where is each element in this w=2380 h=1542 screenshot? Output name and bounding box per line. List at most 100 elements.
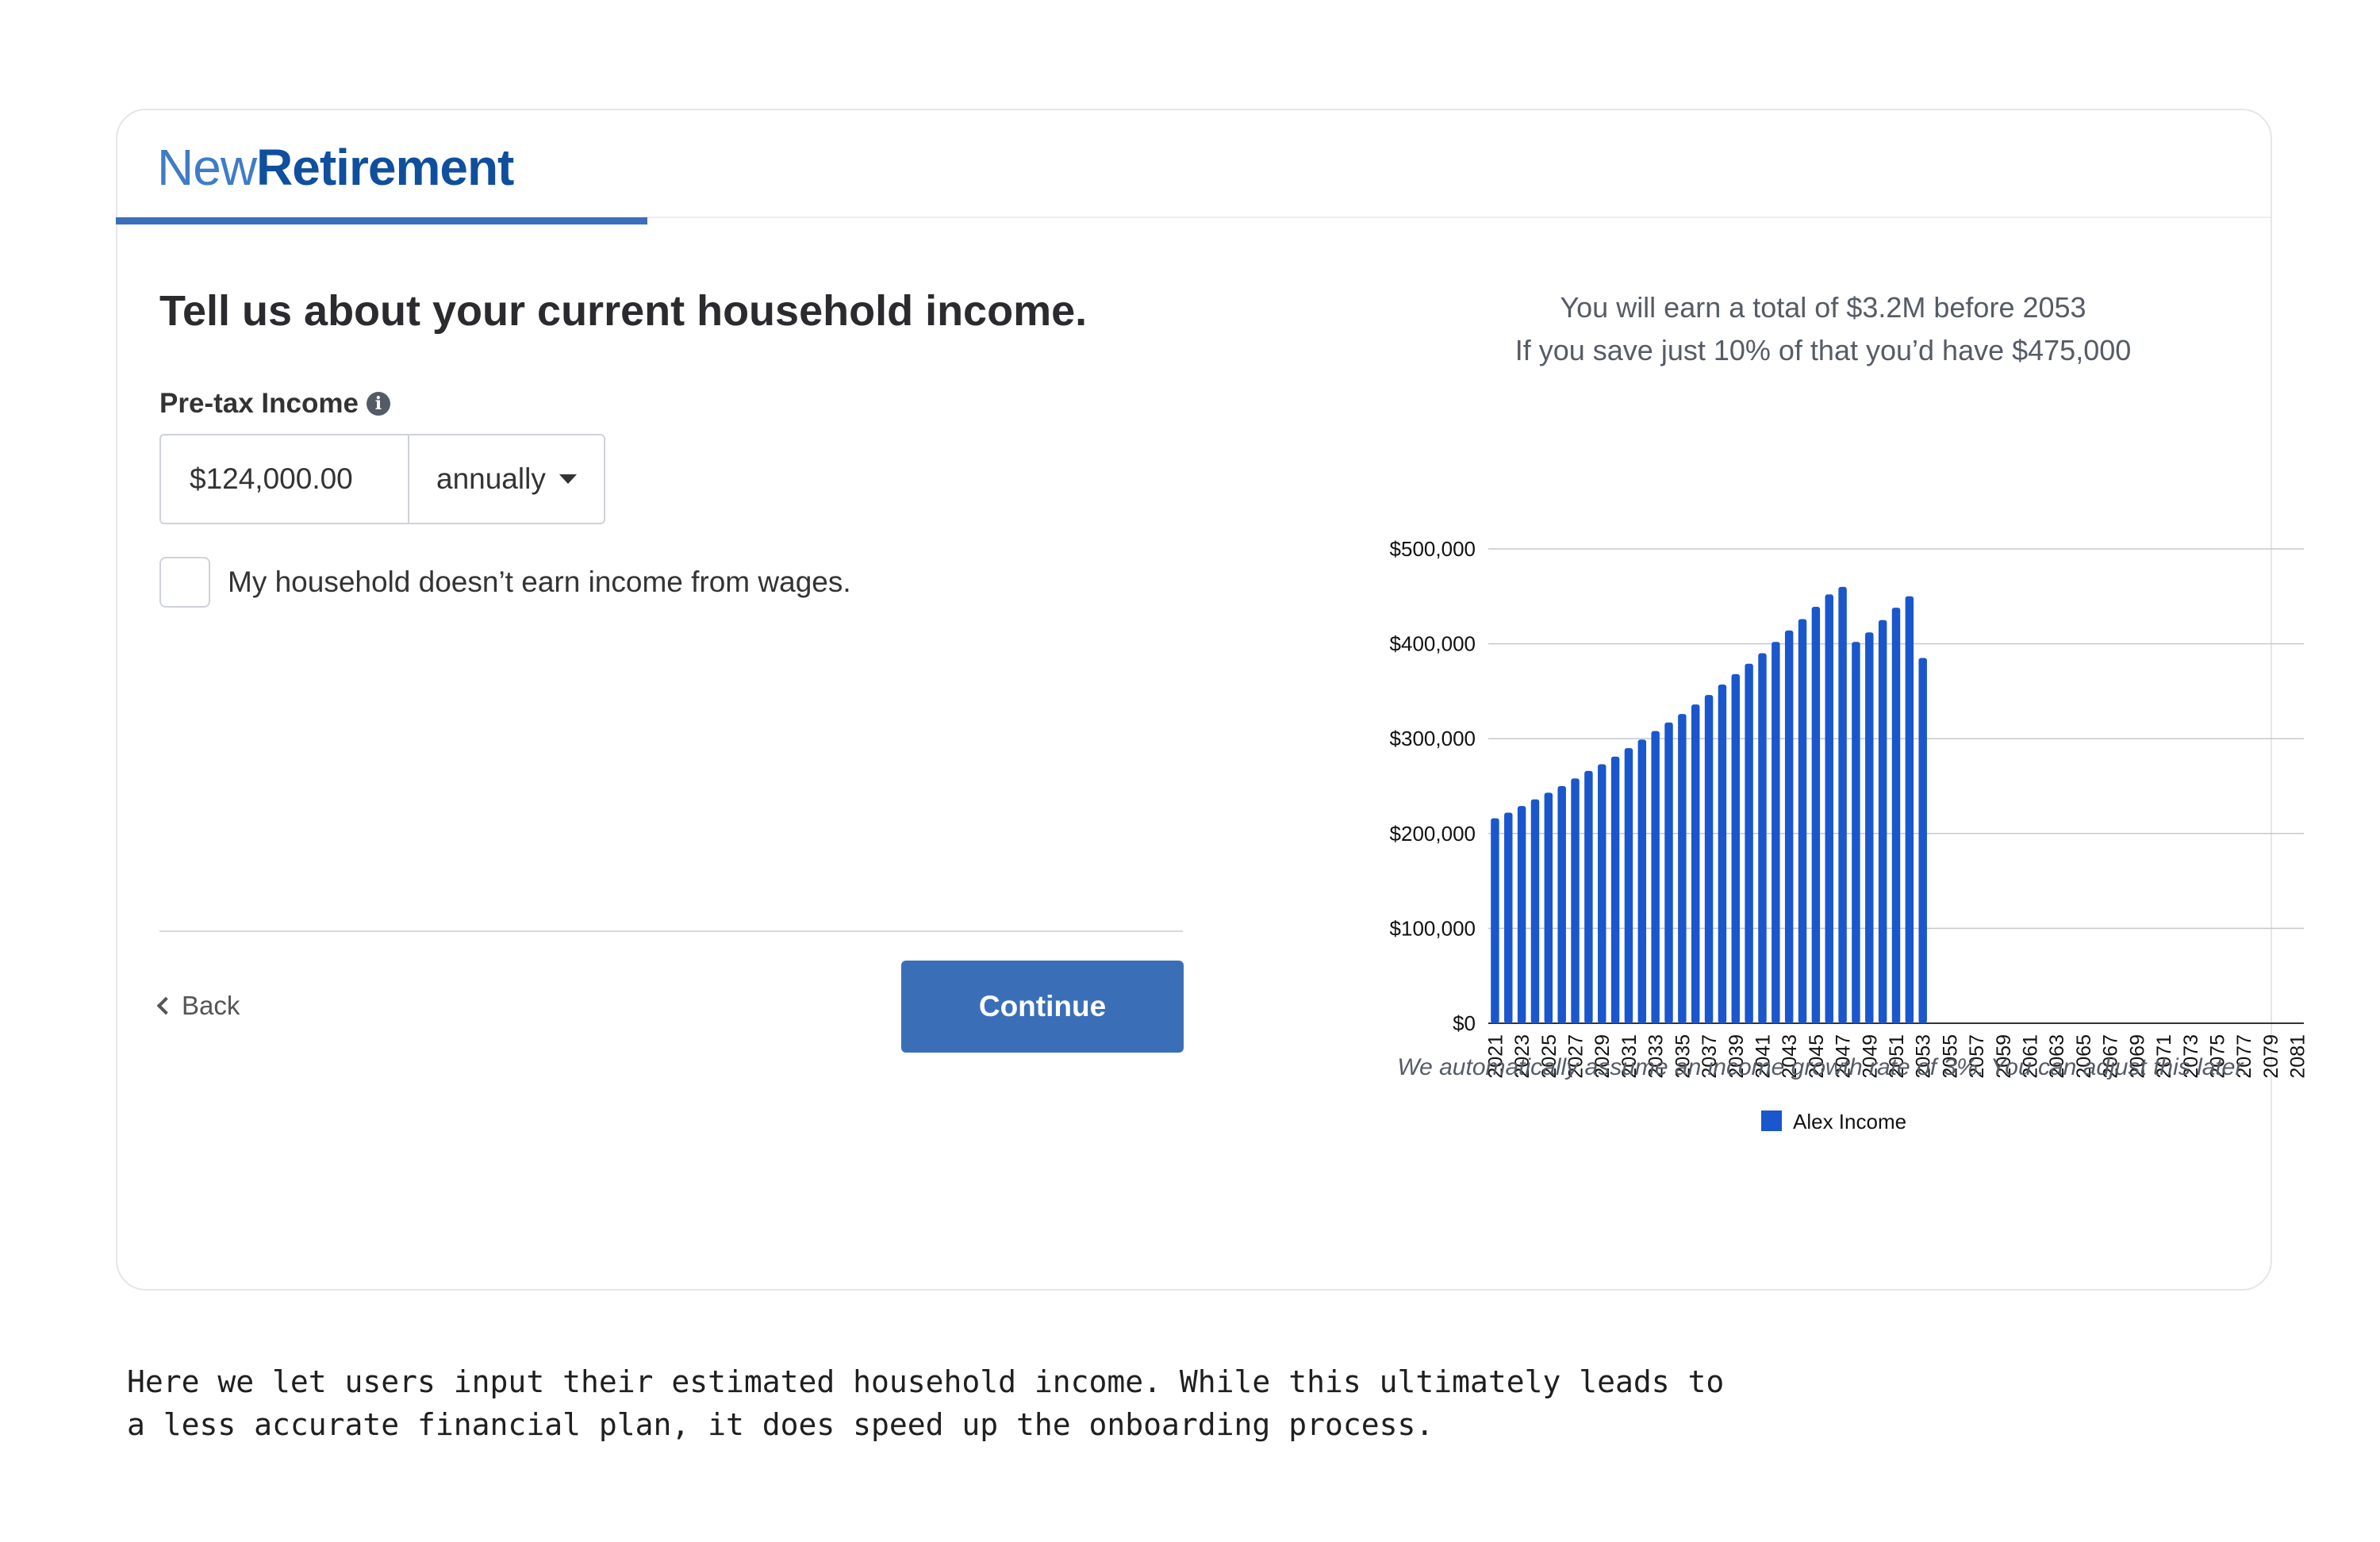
x-tick-label: 2075 [2206, 1034, 2228, 1079]
bar [1664, 722, 1673, 1023]
bar [1745, 663, 1753, 1023]
header-divider [117, 217, 2271, 218]
chevron-left-icon [156, 996, 175, 1015]
x-tick-label: 2057 [1966, 1034, 1988, 1079]
x-tick-label: 2047 [1833, 1034, 1855, 1079]
x-tick-label: 2051 [1886, 1034, 1908, 1079]
period-selected-value: annually [436, 462, 546, 495]
y-tick-label: $500,000 [1390, 537, 1476, 561]
bar [1891, 608, 1901, 1023]
x-tick-label: 2069 [2126, 1034, 2148, 1079]
x-tick-label: 2025 [1538, 1034, 1560, 1079]
income-input-group: annually [159, 434, 605, 524]
x-tick-label: 2023 [1511, 1034, 1534, 1079]
logo-new: New [157, 139, 257, 196]
bar [1598, 764, 1606, 1023]
legend-label: Alex Income [1793, 1110, 1906, 1133]
bar [1758, 653, 1767, 1023]
x-tick-label: 2063 [2046, 1034, 2068, 1079]
bar [1825, 594, 1833, 1023]
x-tick-label: 2053 [1913, 1034, 1935, 1079]
onboarding-card: NewRetirement Tell us about your current… [116, 109, 2309, 1291]
back-link[interactable]: Back [156, 991, 240, 1021]
bar [1517, 806, 1526, 1023]
x-tick-label: 2041 [1752, 1034, 1774, 1079]
legend-swatch [1761, 1110, 1782, 1131]
bar [1504, 812, 1513, 1023]
bar [1852, 642, 1860, 1023]
x-tick-label: 2067 [2100, 1034, 2122, 1079]
x-tick-label: 2045 [1806, 1034, 1828, 1079]
bar [1704, 695, 1714, 1023]
x-tick-label: 2081 [2287, 1034, 2309, 1079]
x-tick-label: 2021 [1484, 1034, 1507, 1079]
form-divider [159, 930, 1183, 932]
logo-retirement: Retirement [256, 139, 514, 196]
x-tick-label: 2027 [1565, 1034, 1587, 1079]
progress-indicator [116, 217, 647, 224]
x-tick-label: 2037 [1699, 1034, 1721, 1079]
back-label: Back [182, 991, 240, 1020]
bar [1651, 731, 1660, 1023]
x-tick-label: 2077 [2233, 1034, 2255, 1079]
chart-header: You will earn a total of $3.2M before 20… [1323, 286, 2323, 372]
bar [1584, 770, 1593, 1023]
x-tick-label: 2071 [2153, 1034, 2175, 1079]
page-title: Tell us about your current household inc… [159, 287, 1088, 335]
caption: Here we let users input their estimated … [127, 1360, 1724, 1446]
bar [1544, 792, 1553, 1023]
y-tick-label: $200,000 [1390, 822, 1476, 846]
caption-line-1: Here we let users input their estimated … [127, 1364, 1725, 1399]
bar [1637, 739, 1647, 1023]
x-tick-label: 2049 [1859, 1034, 1881, 1079]
bar [1918, 658, 1927, 1023]
chart-footnote: We automatically assume an income growth… [1397, 1054, 2249, 1080]
bar [1557, 786, 1566, 1023]
bar [1772, 642, 1780, 1023]
bar [1731, 673, 1740, 1023]
income-input[interactable] [161, 435, 409, 523]
bar [1491, 818, 1499, 1023]
x-tick-label: 2065 [2073, 1034, 2095, 1079]
y-tick-label: $300,000 [1390, 727, 1476, 750]
x-tick-label: 2039 [1726, 1034, 1748, 1079]
bar [1811, 606, 1821, 1023]
bar [1878, 619, 1887, 1023]
bar [1798, 619, 1807, 1023]
bar [1678, 714, 1687, 1023]
bar [1691, 704, 1700, 1023]
continue-button[interactable]: Continue [901, 961, 1184, 1053]
bar [1718, 685, 1727, 1023]
x-tick-label: 2059 [1993, 1034, 2015, 1079]
x-tick-label: 2035 [1672, 1034, 1694, 1079]
bar [1784, 630, 1794, 1023]
x-tick-label: 2033 [1645, 1034, 1668, 1079]
x-tick-label: 2079 [2260, 1034, 2282, 1079]
y-tick-label: $0 [1453, 1011, 1476, 1035]
x-tick-label: 2055 [1939, 1034, 1961, 1079]
income-label-text: Pre-tax Income [159, 388, 359, 419]
bar [1905, 596, 1914, 1023]
info-icon[interactable]: i [366, 392, 390, 416]
no-wages-label[interactable]: My household doesn’t earn income from wa… [228, 566, 851, 598]
x-tick-label: 2043 [1779, 1034, 1801, 1079]
x-tick-label: 2029 [1591, 1034, 1614, 1079]
bar [1838, 586, 1847, 1023]
income-chart: $0 $100,000 $200,000 $300,000 $400,000 $500,0… [1390, 537, 2309, 1133]
y-tick-label: $100,000 [1390, 916, 1476, 940]
chart-header-savings: If you save just 10% of that you’d have … [1514, 334, 2132, 366]
bar [1865, 632, 1874, 1023]
bar [1610, 756, 1620, 1023]
no-wages-checkbox[interactable] [159, 557, 210, 608]
period-dropdown[interactable]: annually [409, 435, 604, 523]
y-tick-label: $400,000 [1390, 632, 1476, 656]
chart-header-total: You will earn a total of $3.2M before 20… [1560, 291, 2086, 324]
bar [1624, 748, 1633, 1023]
bar [1571, 778, 1580, 1023]
x-tick-label: 2061 [2020, 1034, 2042, 1079]
caret-down-icon [559, 474, 577, 484]
x-tick-label: 2031 [1618, 1034, 1641, 1079]
x-tick-label: 2073 [2180, 1034, 2202, 1079]
income-field-label: Pre-tax Income i [159, 388, 390, 420]
no-wages-option: My household doesn’t earn income from wa… [159, 557, 851, 608]
